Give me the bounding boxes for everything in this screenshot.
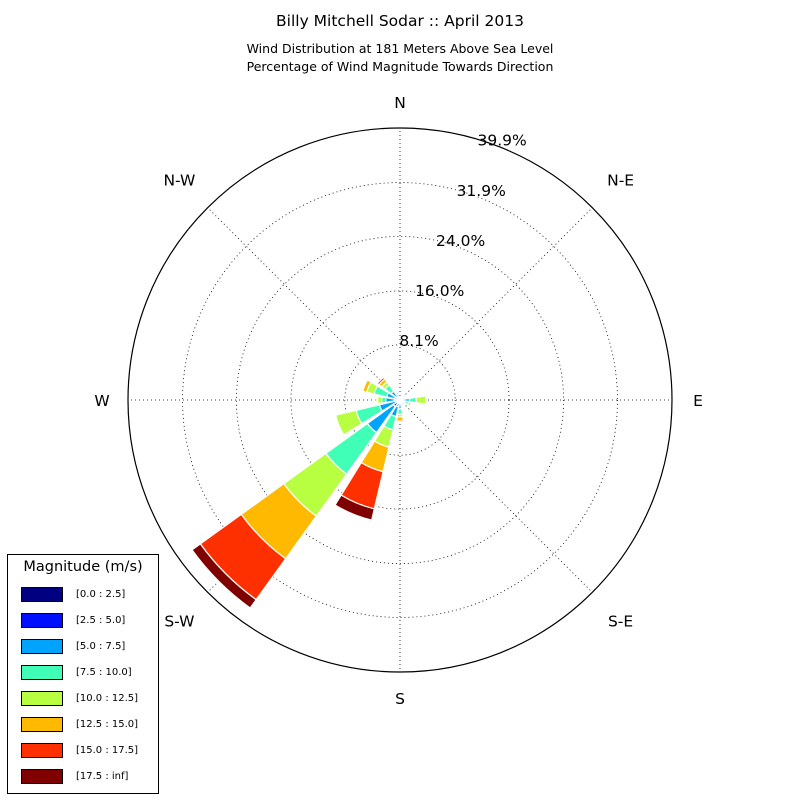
legend-label: [12.5 : 15.0] [76,719,139,730]
chart-title: Billy Mitchell Sodar :: April 2013 [276,12,524,30]
legend-swatch [21,717,63,732]
chart-subtitle-2: Percentage of Wind Magnitude Towards Dir… [246,59,554,74]
legend-swatch [21,769,63,784]
direction-label: N [394,94,406,112]
legend-swatch [21,639,63,654]
legend-swatch [21,691,63,706]
direction-label: W [94,392,109,410]
grid-spoke [399,399,593,593]
wind-bar-segment [376,376,386,386]
legend-swatch [21,665,63,680]
legend-label: [5.0 : 7.5] [76,641,126,652]
legend-label: [2.5 : 5.0] [76,615,126,626]
wind-bar-segment [401,406,406,410]
direction-label: S [395,690,405,708]
radial-tick-label: 31.9% [457,182,506,200]
wind-bar-segment [406,401,413,407]
direction-label: S-E [608,613,633,631]
outer-ring [127,127,673,673]
wind-bar-segment [362,379,372,393]
wind-bar-segment [395,420,405,424]
wind-bar-segment [191,543,257,609]
wind-bar-segment [415,395,427,405]
chart-subtitle-1: Wind Distribution at 181 Meters Above Se… [246,41,554,56]
direction-label: E [693,392,703,410]
wind-bar-segment [375,395,379,405]
legend-swatch [21,743,63,758]
radial-tick-label: 8.1% [399,332,438,350]
wind-bar-segment [334,409,363,436]
polar-grid [127,127,673,673]
legend-label: [10.0 : 12.5] [76,693,139,704]
chart-labels: 8.1% 16.0% 24.0% 31.9% 39.9% N N-E E S-E S S-W W N-W [94,94,703,708]
wind-bars [191,376,427,609]
wind-bar-segment [334,494,376,521]
radial-tick-label: 39.9% [477,132,526,150]
legend-label: [15.0 : 17.5] [76,745,139,756]
grid-spoke [207,207,401,401]
grid-ring [290,290,510,510]
grid-ring [182,182,618,618]
direction-label: N-W [163,171,195,189]
wind-bar-segment [393,389,399,393]
direction-label: S-W [164,613,194,631]
grid-spoke [399,207,593,401]
grid-ring [235,235,565,565]
wind-bar-segment [397,408,403,415]
legend-swatch [21,587,63,602]
legend-label: [7.5 : 10.0] [76,667,132,678]
radial-tick-label: 16.0% [415,282,464,300]
direction-label: N-E [607,171,634,189]
radial-tick-label: 24.0% [436,232,485,250]
legend-label: [0.0 : 2.5] [76,589,126,600]
legend-title: Magnitude (m/s) [23,559,143,575]
legend-label: [17.5 : inf] [76,771,129,782]
legend-swatch [21,613,63,628]
legend: Magnitude (m/s) [0.0 : 2.5] [2.5 : 5.0] [5… [7,554,159,794]
grid-ring [344,344,456,456]
wind-bar-segment [408,396,417,404]
